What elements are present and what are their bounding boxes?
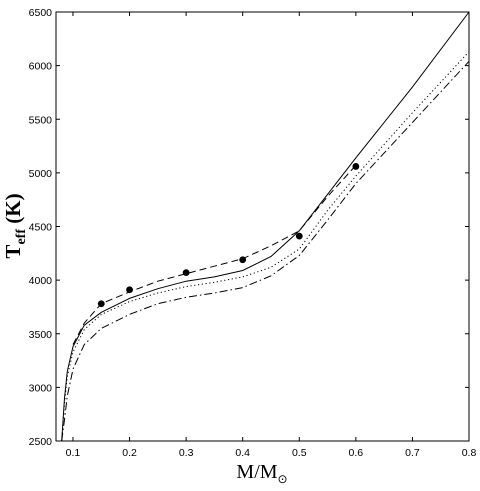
- points-layer: [97, 163, 360, 308]
- data-point: [295, 232, 303, 240]
- x-tick-label: 0.2: [122, 447, 137, 459]
- y-tick-label: 5000: [29, 168, 53, 180]
- x-tick-label: 0.8: [462, 447, 477, 459]
- series-layer: [61, 11, 470, 442]
- data-point: [182, 269, 190, 277]
- y-tick-label: 6000: [29, 61, 53, 73]
- y-tick-label: 3000: [29, 382, 53, 394]
- x-tick-label: 0.5: [292, 447, 307, 459]
- x-tick-label: 0.7: [405, 447, 420, 459]
- x-tick-label: 0.6: [349, 447, 364, 459]
- data-point: [97, 300, 105, 308]
- series-line-dashdot: [61, 60, 470, 442]
- series-line-dashed: [72, 165, 357, 345]
- data-point: [352, 163, 360, 170]
- y-tick-label: 5500: [29, 114, 53, 126]
- data-point: [126, 286, 133, 294]
- series-line-solid: [61, 11, 470, 442]
- y-tick-label: 4500: [29, 222, 53, 234]
- x-tick-label: 0.1: [66, 447, 81, 459]
- plot-frame: [55, 11, 470, 442]
- series-line-dotted: [61, 51, 470, 442]
- data-point: [239, 256, 247, 264]
- x-axis-ticks: 0.1 0.2 0.3 0.4 0.5 0.6 0.7 0.8: [66, 12, 477, 459]
- y-axis-title: Teff (K): [1, 193, 29, 258]
- y-tick-label: 2500: [29, 436, 53, 448]
- x-tick-label: 0.4: [235, 447, 250, 459]
- y-tick-label: 6500: [29, 7, 53, 19]
- y-tick-label: 4000: [29, 275, 53, 287]
- x-axis-title: M/M⊙: [236, 461, 287, 486]
- x-tick-label: 0.3: [179, 447, 194, 459]
- y-axis-ticks: 2500 3000 3500 4000 4500 5000 5500 6000 6500: [29, 7, 469, 448]
- y-tick-label: 3500: [29, 329, 53, 341]
